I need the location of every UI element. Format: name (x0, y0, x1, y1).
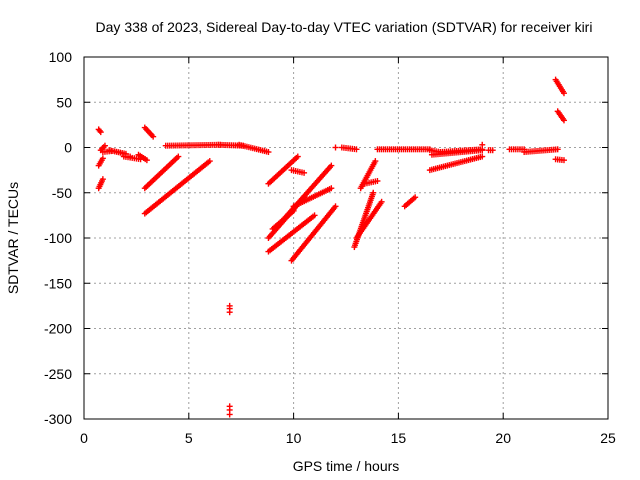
data-point (226, 411, 233, 418)
data-point (143, 157, 150, 164)
x-axis-label: GPS time / hours (293, 458, 400, 474)
data-point (99, 176, 106, 183)
data-point (127, 153, 134, 160)
grid (84, 57, 608, 419)
chart-title: Day 338 of 2023, Sidereal Day-to-day VTE… (96, 19, 593, 35)
x-tick-label: 25 (600, 430, 616, 446)
data-point (150, 133, 157, 140)
data-point (353, 146, 360, 153)
x-tick-label: 0 (80, 430, 88, 446)
data-point (97, 129, 104, 136)
y-tick-label: -200 (44, 321, 72, 337)
y-tick-label: -150 (44, 275, 72, 291)
data-point (372, 158, 379, 165)
data-point (479, 141, 486, 148)
y-axis-label: SDTVAR / TECUs (5, 182, 21, 294)
data-point (101, 142, 108, 149)
x-tick-label: 15 (391, 430, 407, 446)
y-tick-label: -100 (44, 230, 72, 246)
data-point (560, 90, 567, 97)
x-tick-label: 10 (286, 430, 302, 446)
y-tick-labels: 100 50 0 -50 -100 -150 -200 -250 -300 (44, 49, 72, 427)
x-tick-label: 20 (495, 430, 511, 446)
data-point (560, 157, 567, 164)
data-point (328, 185, 335, 192)
data-point (554, 146, 561, 153)
data-point (489, 147, 496, 154)
axis-ticks (83, 56, 609, 420)
x-tick-label: 5 (185, 430, 193, 446)
data-point (99, 155, 106, 162)
y-tick-label: 0 (64, 140, 72, 156)
data-point (226, 309, 233, 316)
data-point (374, 177, 381, 184)
y-tick-label: 100 (49, 49, 73, 65)
y-tick-label: 50 (56, 94, 72, 110)
data-marks (95, 76, 567, 418)
data-point (412, 194, 419, 201)
data-point (294, 153, 301, 160)
data-point (206, 158, 213, 165)
y-tick-label: -50 (52, 185, 72, 201)
data-point (328, 162, 335, 169)
data-point (301, 169, 308, 176)
data-point (332, 144, 339, 151)
y-tick-label: -250 (44, 366, 72, 382)
data-point (560, 117, 567, 124)
y-tick-label: -300 (44, 411, 72, 427)
data-point (175, 153, 182, 160)
data-point (479, 153, 486, 160)
data-point (370, 189, 377, 196)
data-point (265, 149, 272, 156)
data-point (332, 203, 339, 210)
data-point (378, 198, 385, 205)
data-point (96, 127, 103, 134)
data-point (311, 212, 318, 219)
x-tick-labels: 0 5 10 15 20 25 (80, 430, 616, 446)
